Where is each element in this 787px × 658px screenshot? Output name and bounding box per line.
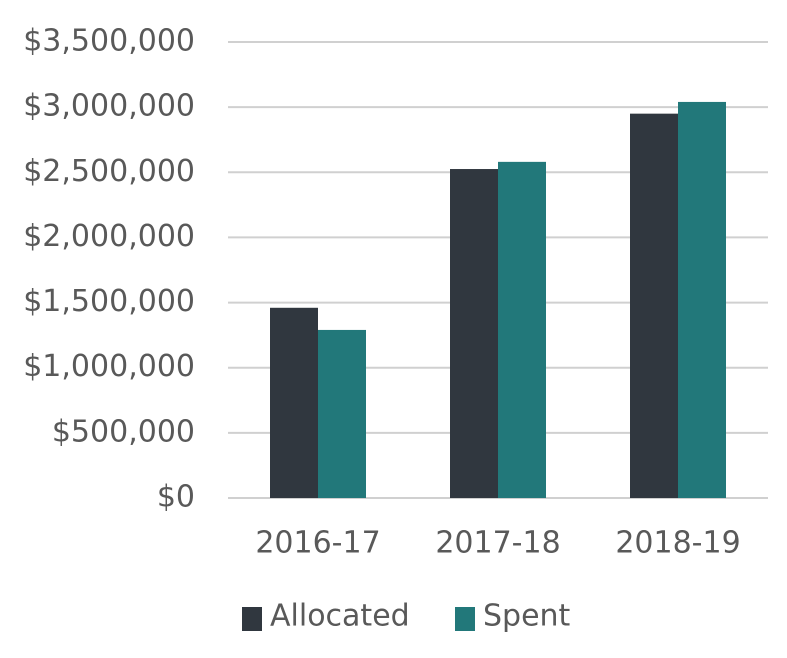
bar xyxy=(678,101,726,498)
x-tick-label: 2017-18 xyxy=(435,526,560,561)
y-tick-label: $1,000,000 xyxy=(23,349,195,384)
x-tick-label: 2018-19 xyxy=(615,526,740,561)
bar xyxy=(630,113,678,499)
y-tick-label: $500,000 xyxy=(52,414,195,449)
y-tick-label: $3,000,000 xyxy=(23,89,195,124)
y-tick-label: $0 xyxy=(157,480,195,515)
legend-swatch xyxy=(242,607,262,631)
bar xyxy=(270,307,318,498)
y-tick-label: $3,500,000 xyxy=(23,24,195,59)
y-tick-label: $1,500,000 xyxy=(23,284,195,319)
bar xyxy=(498,161,546,498)
x-tick-label: 2016-17 xyxy=(255,526,380,561)
y-tick-label: $2,000,000 xyxy=(23,219,195,254)
legend-swatch xyxy=(455,607,475,631)
y-tick-label: $2,500,000 xyxy=(23,154,195,189)
bar xyxy=(450,169,498,498)
legend-label: Spent xyxy=(483,599,571,634)
bar xyxy=(318,329,366,498)
legend-label: Allocated xyxy=(270,599,410,634)
